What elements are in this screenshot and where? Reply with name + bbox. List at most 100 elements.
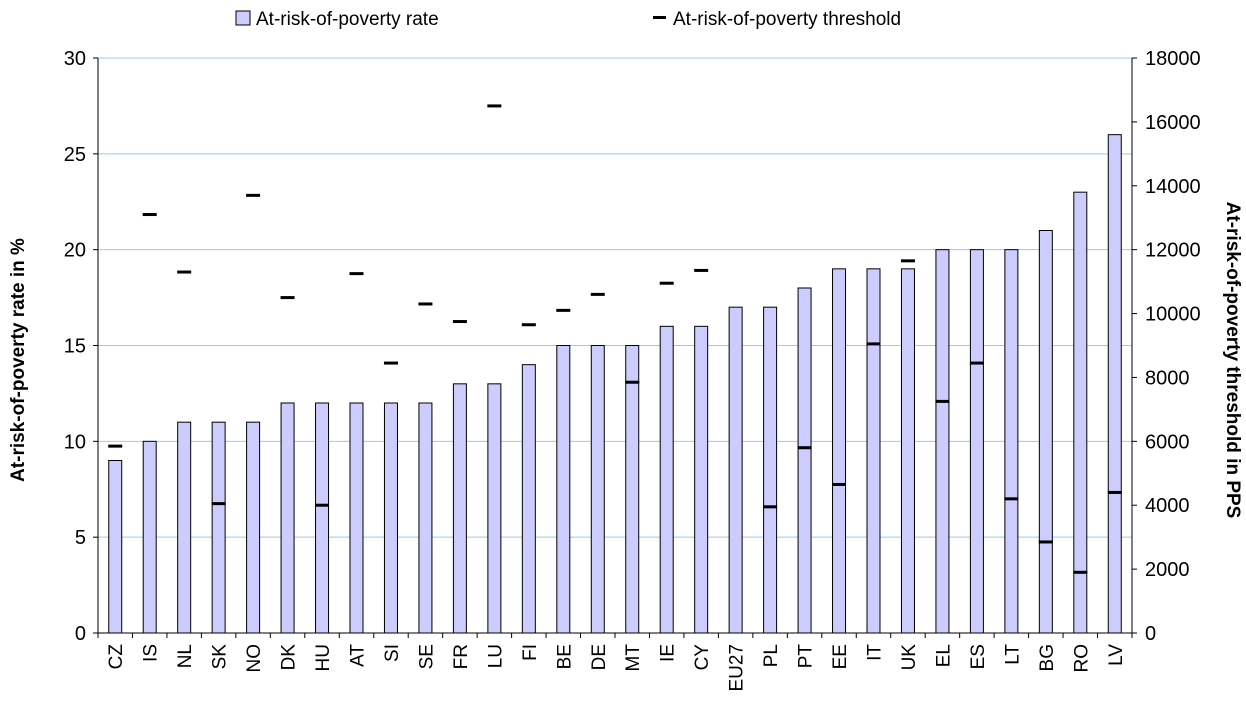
category-label: LU — [485, 644, 506, 668]
threshold-mark — [900, 259, 915, 263]
legend: At-risk-of-poverty rate At-risk-of-pover… — [235, 9, 901, 30]
bar — [177, 421, 192, 634]
bar — [797, 287, 812, 634]
threshold-mark — [866, 342, 881, 346]
left-tick-label: 15 — [64, 336, 86, 358]
gridlines — [98, 57, 1132, 538]
bar — [728, 306, 743, 634]
left-tick-label: 30 — [64, 48, 86, 70]
category-label: LT — [1002, 644, 1023, 665]
bar — [521, 364, 536, 634]
threshold-mark — [659, 281, 674, 285]
category-label: FI — [520, 644, 541, 661]
bar — [659, 325, 674, 634]
right-tick-label: 16000 — [1145, 112, 1201, 134]
threshold-mark — [383, 361, 398, 365]
category-label: FR — [451, 644, 472, 669]
bar — [349, 402, 364, 634]
bar — [625, 345, 640, 634]
category-label: DE — [589, 644, 610, 670]
threshold-mark — [108, 444, 123, 448]
bar — [280, 402, 295, 634]
left-tick-label: 25 — [64, 144, 86, 166]
category-labels: CZ IS NL SK NO DK HU AT SI SE FR LU FI BE DE MT IE CY EU27… — [106, 644, 1127, 692]
threshold-mark — [349, 272, 364, 276]
category-label: IT — [865, 644, 886, 661]
category-label: NL — [175, 644, 196, 668]
bar — [452, 383, 467, 634]
bar — [900, 268, 915, 634]
category-label: IS — [141, 644, 162, 662]
threshold-mark — [969, 361, 984, 365]
threshold-mark — [142, 213, 157, 217]
bar — [108, 460, 123, 634]
legend-label-rate: At-risk-of-poverty rate — [256, 9, 439, 30]
right-tick-label: 0 — [1145, 623, 1156, 645]
category-label: SI — [382, 644, 403, 662]
category-label: EE — [830, 644, 851, 669]
bar — [211, 421, 226, 634]
right-tick-label: 18000 — [1145, 48, 1201, 70]
bar — [1073, 191, 1088, 634]
category-label: UK — [899, 644, 920, 671]
bar — [763, 306, 778, 634]
bar — [969, 249, 984, 634]
bar — [246, 421, 261, 634]
category-label: ES — [968, 644, 989, 669]
bar — [418, 402, 433, 634]
legend-swatch-threshold — [653, 16, 666, 19]
threshold-mark — [487, 104, 502, 108]
bar — [315, 402, 330, 634]
bar — [487, 383, 502, 634]
category-label: LV — [1106, 644, 1127, 666]
category-label: BE — [554, 644, 575, 669]
bar — [694, 325, 709, 634]
left-tick-label: 20 — [64, 240, 86, 262]
bar — [383, 402, 398, 634]
left-tick-label: 5 — [75, 527, 86, 549]
category-label: EU27 — [727, 644, 748, 692]
threshold-mark — [797, 446, 812, 450]
threshold-mark — [694, 268, 709, 272]
threshold-mark — [521, 323, 536, 327]
right-tick-label: 12000 — [1145, 240, 1201, 262]
bar — [935, 249, 950, 634]
bar — [1038, 230, 1053, 634]
category-label: CZ — [106, 644, 127, 670]
category-label: AT — [348, 644, 369, 667]
category-label: BG — [1037, 644, 1058, 671]
threshold-mark — [1107, 490, 1122, 494]
category-label: EL — [933, 644, 954, 667]
threshold-mark — [211, 502, 226, 506]
threshold-mark — [280, 296, 295, 300]
bar — [556, 345, 571, 634]
threshold-series — [108, 104, 1122, 574]
right-tick-label: 10000 — [1145, 304, 1201, 326]
category-label: PL — [761, 644, 782, 667]
right-tick-label: 2000 — [1145, 559, 1190, 581]
threshold-mark — [763, 505, 778, 509]
threshold-mark — [556, 308, 571, 312]
threshold-mark — [418, 302, 433, 306]
left-tick-label: 0 — [75, 623, 86, 645]
bar — [142, 440, 157, 634]
right-axis-title: At-risk-of-poverty threshold in PPS — [1222, 202, 1243, 519]
bar-series — [108, 134, 1122, 634]
category-label: PT — [796, 644, 817, 669]
bar — [1004, 249, 1019, 634]
bar — [590, 345, 605, 634]
category-label: IE — [658, 644, 679, 662]
bar — [866, 268, 881, 634]
left-tick-label: 10 — [64, 431, 86, 453]
category-label: SK — [210, 644, 231, 670]
right-tick-label: 14000 — [1145, 176, 1201, 198]
threshold-mark — [590, 292, 605, 296]
threshold-mark — [315, 503, 330, 507]
right-tick-label: 4000 — [1145, 495, 1190, 517]
bar — [832, 268, 847, 634]
category-label: RO — [1071, 644, 1092, 673]
left-axis-ticks: 0 5 10 15 20 25 30 — [64, 48, 98, 645]
threshold-mark — [935, 399, 950, 403]
right-tick-label: 6000 — [1145, 431, 1190, 453]
